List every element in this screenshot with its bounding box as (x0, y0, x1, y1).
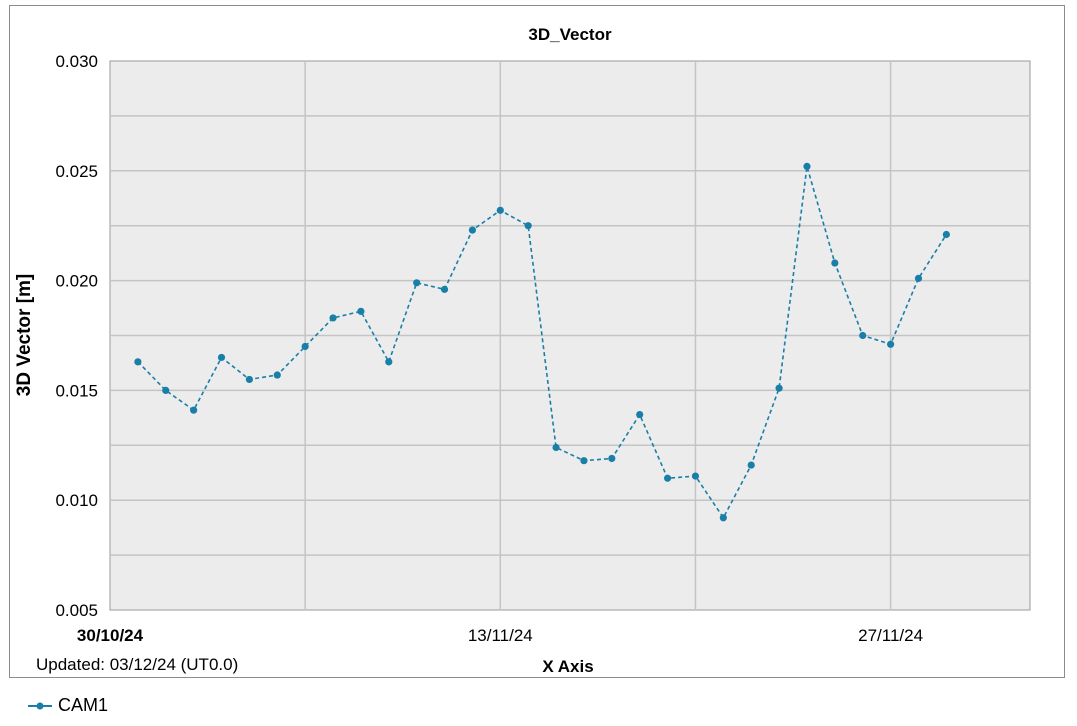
data-point (636, 410, 644, 419)
grid-lines (110, 61, 1030, 610)
x-axis-ticks: 30/10/24 13/11/24 27/11/24 (77, 626, 923, 645)
y-axis-ticks: 0.005 0.010 0.015 0.020 0.025 0.030 (55, 52, 98, 620)
y-tick-label: 0.025 (55, 162, 98, 181)
legend-marker-icon (28, 702, 52, 709)
data-point (552, 443, 560, 452)
data-point (719, 514, 727, 522)
y-tick-label: 0.020 (55, 272, 98, 291)
x-axis-label: X Axis (542, 657, 593, 676)
data-point (468, 226, 477, 234)
data-point (831, 259, 839, 267)
data-point (190, 406, 198, 414)
data-point (803, 162, 811, 171)
updated-footnote: Updated: 03/12/24 (UT0.0) (36, 655, 238, 674)
data-point (217, 353, 226, 362)
series-line-cam1 (137, 166, 948, 520)
data-point (301, 342, 309, 351)
y-tick-label: 0.030 (55, 52, 98, 71)
data-point (775, 384, 783, 392)
data-point (580, 457, 588, 465)
data-point (134, 358, 142, 366)
data-point (329, 314, 337, 322)
data-point (440, 285, 449, 293)
y-tick-label: 0.015 (55, 381, 98, 400)
y-tick-label: 0.010 (55, 491, 98, 510)
legend: CAM1 (28, 695, 108, 716)
series-group (134, 162, 950, 522)
data-point (887, 340, 895, 348)
data-point (747, 461, 755, 469)
x-tick-label: 13/11/24 (468, 626, 533, 645)
data-point (663, 474, 672, 482)
line-chart: 0.005 0.010 0.015 0.020 0.025 0.030 30/10/24 1… (14, 25, 1031, 676)
chart-title: 3D_Vector (528, 25, 612, 44)
data-point (273, 371, 281, 379)
data-point (496, 206, 504, 214)
x-tick-label: 27/11/24 (858, 626, 923, 645)
data-point (162, 386, 170, 394)
data-point (413, 279, 421, 287)
data-point (942, 230, 950, 239)
x-tick-label: 30/10/24 (77, 626, 144, 645)
data-point (859, 331, 867, 340)
data-point (608, 454, 616, 463)
data-point (357, 307, 365, 315)
y-axis-label: 3D Vector [m] (14, 274, 35, 396)
data-point (914, 274, 923, 283)
legend-label-cam1: CAM1 (58, 695, 109, 715)
data-point (691, 472, 700, 480)
data-point (245, 375, 253, 384)
y-tick-label: 0.005 (55, 601, 98, 620)
data-point (524, 222, 532, 230)
data-point (385, 358, 393, 366)
